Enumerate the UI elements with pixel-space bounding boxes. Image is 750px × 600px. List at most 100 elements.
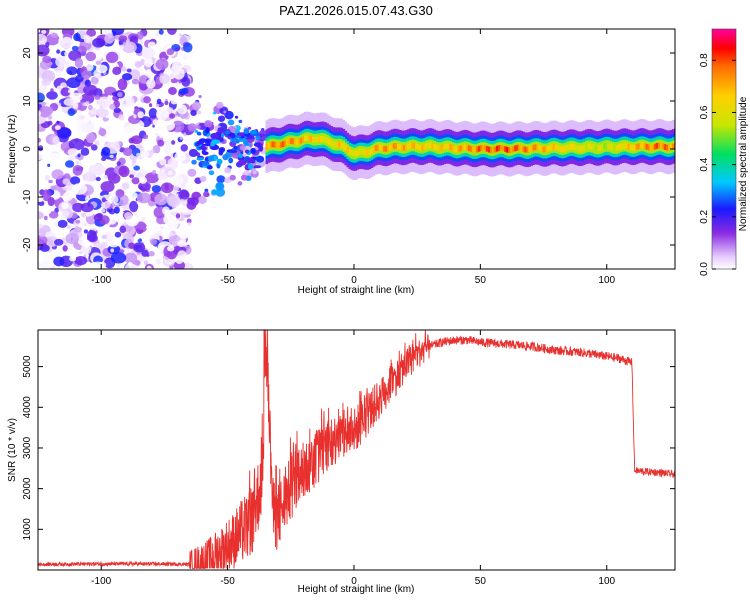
spectrogram-noise-blob (48, 211, 59, 219)
spectrogram-transition-blob (222, 153, 230, 161)
spectrogram-transition-blob (224, 167, 232, 174)
spectrogram-ridge-cell (544, 146, 548, 153)
spectrogram-transition-blob (258, 133, 267, 142)
snr-series-line (38, 330, 675, 569)
spectrogram-noise-blob (94, 164, 105, 176)
spectrogram-noise-blob (40, 260, 49, 269)
spectrogram-transition-core (203, 138, 212, 144)
spectrogram-noise-blob (66, 66, 78, 76)
spectrogram-noise-blob (108, 217, 117, 225)
spectrogram-ridge-cell (532, 144, 536, 151)
spectrogram-transition-blob (204, 120, 213, 128)
spectrogram-ridge-cell (617, 144, 620, 151)
snr-frame (37, 329, 676, 571)
spectrogram-noise-blob (43, 215, 48, 221)
spectrogram-ridge-cell (328, 139, 331, 145)
spectrogram-noise-blob (174, 47, 180, 51)
spectrogram-ridge-cell (653, 143, 657, 150)
spectrogram-ridge-cell (417, 144, 420, 151)
spectrogram-noise-blob (134, 259, 141, 266)
spectrogram-noise-blob (155, 132, 159, 136)
spectrogram-transition-blob (196, 125, 201, 129)
spectrogram-noise-blob (69, 256, 77, 262)
spectrogram-noise-blob (118, 165, 130, 178)
spectrogram-ridge-cell (305, 135, 309, 141)
spectrogram-noise-blob (69, 176, 81, 185)
spectrogram-noise-blob (136, 152, 141, 157)
spectrogram-noise-blob (160, 182, 174, 194)
spectrogram-ridge-cell (382, 145, 386, 152)
spectrogram-ridge-cell (487, 146, 491, 153)
spectrogram-noise-blob (113, 206, 120, 214)
spectrogram-noise-blob (144, 56, 153, 68)
spectrogram-ridge-cell (267, 142, 271, 149)
spectrogram-transition-blob (239, 144, 246, 151)
spectrogram-transition-core (216, 158, 223, 165)
spectrogram-ridge-cell (657, 142, 661, 149)
spectrogram-noise-blob (117, 78, 128, 91)
spectrogram-noise-blob (105, 202, 108, 206)
spectrogram-noise-blob (101, 157, 107, 162)
spectrogram-ridge-cell (542, 146, 546, 153)
spectrogram-ridge-cell (611, 144, 614, 151)
spectrogram-noise-blob (167, 170, 173, 176)
spectrogram-noise-blob (54, 125, 61, 131)
spectrogram-noise-blob (127, 191, 138, 201)
spectrogram-noise-blob (167, 195, 181, 208)
spectrogram-ridge-cell (595, 145, 598, 152)
spectrogram-noise-blob (83, 229, 88, 234)
spectrogram-transition-blob (238, 119, 243, 124)
spectrogram-ridge-cell (281, 141, 285, 148)
spectrogram-noise-blob (133, 114, 137, 119)
spectrogram-transition-core (224, 130, 231, 135)
spectrogram-transition-core (253, 165, 262, 169)
spectrogram-noise-blob (67, 148, 79, 157)
spectrogram-ridge-cell (411, 142, 414, 149)
spectrogram-noise-blob (160, 223, 165, 227)
spectrogram-ridge-cell (621, 142, 625, 149)
spectrogram-noise-blob (40, 163, 49, 171)
spectrogram-noise-blob (173, 185, 180, 191)
spectrogram-noise-blob (128, 114, 141, 125)
spectrogram-noise-blob (88, 262, 100, 269)
spectrogram-noise-blob (38, 195, 44, 203)
spectrogram-ridge-cell (671, 143, 675, 150)
spectrogram-noise-blob (95, 64, 108, 74)
spectrogram-noise-blob (155, 103, 160, 108)
spectrogram-noise-blob (148, 251, 155, 257)
spectrogram-noise-blob (156, 98, 162, 105)
spectrogram-transition-core (247, 163, 254, 170)
spectrogram-ridge-cell (647, 144, 651, 151)
spectrogram-noise-blob (157, 119, 164, 125)
spectrogram-noise-blob (80, 244, 92, 255)
spectrogram-noise-blob (166, 29, 177, 35)
spectrogram-transition-core (228, 157, 234, 164)
spectrogram-y-tick-label: 0 (22, 146, 33, 152)
spectrogram-transition-core (250, 129, 258, 135)
spectrogram-ridge-cell (589, 143, 592, 150)
spectrogram-noise-blob (167, 218, 179, 230)
spectrogram-ridge-cell (427, 142, 430, 149)
spectrogram-ridge-cell (348, 148, 352, 155)
spectrogram-noise-blob (141, 47, 155, 59)
spectrogram-noise-blob (124, 59, 131, 66)
spectrogram-ridge-cell (364, 149, 368, 156)
spectrogram-noise-blob (41, 138, 45, 143)
spectrogram-ridge-cell (479, 145, 483, 151)
spectrogram-ridge-cell (384, 146, 388, 152)
spectrogram-ridge-cell (269, 141, 273, 148)
spectrogram-transition-blob (198, 94, 202, 99)
spectrogram-ridge-cell (372, 146, 376, 153)
spectrogram-ridge-cell (352, 150, 356, 157)
spectrogram-ridge-cell (665, 144, 669, 151)
spectrogram-noise-blob (131, 177, 140, 185)
spectrogram-noise-blob (54, 238, 64, 246)
spectrogram-noise-blob (38, 33, 48, 45)
spectrogram-ridge-cell (318, 136, 321, 143)
spectrogram-noise-blob (126, 112, 131, 117)
spectrogram-ridge-cell (651, 144, 655, 151)
spectrogram-ridge-cell (540, 145, 544, 152)
spectrogram-noise-blob (113, 107, 121, 114)
spectrogram-noise-blob (159, 134, 164, 138)
